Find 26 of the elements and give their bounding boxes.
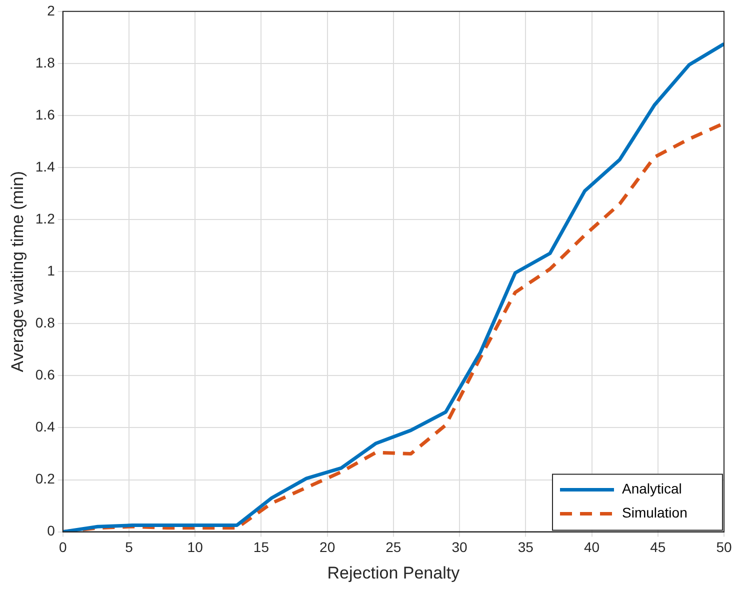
y-tick-label: 0.6 <box>35 366 56 383</box>
y-tick-label: 0.4 <box>35 418 56 435</box>
y-tick-label: 1.8 <box>35 54 56 70</box>
y-tick-label: 2 <box>47 2 56 18</box>
y-tick-label: 0 <box>47 522 56 539</box>
y-axis-title: Average waiting time (min) <box>8 171 27 372</box>
x-tick-label: 35 <box>518 539 534 556</box>
x-tick-label: 45 <box>650 539 666 556</box>
y-tick-label: 0.8 <box>35 314 56 330</box>
x-tick-label: 15 <box>253 539 270 556</box>
x-tick-label: 50 <box>716 539 732 556</box>
x-tick-label: 20 <box>320 539 336 556</box>
y-tick-label: 1.2 <box>35 210 56 226</box>
y-tick-label: 1.4 <box>35 158 56 174</box>
y-tick-label: 0.2 <box>35 470 56 487</box>
x-tick-label: 5 <box>125 539 134 556</box>
legend-label: Simulation <box>622 504 688 521</box>
x-tick-label: 30 <box>452 539 468 556</box>
x-axis-title: Rejection Penalty <box>327 563 460 582</box>
legend-label: Analytical <box>622 480 682 497</box>
y-tick-label: 1.6 <box>35 106 56 122</box>
y-tick-label: 1 <box>47 262 56 278</box>
x-tick-label: 40 <box>584 539 600 556</box>
x-tick-label: 0 <box>58 539 67 556</box>
x-tick-label: 25 <box>386 539 402 556</box>
x-tick-label: 10 <box>187 539 204 556</box>
